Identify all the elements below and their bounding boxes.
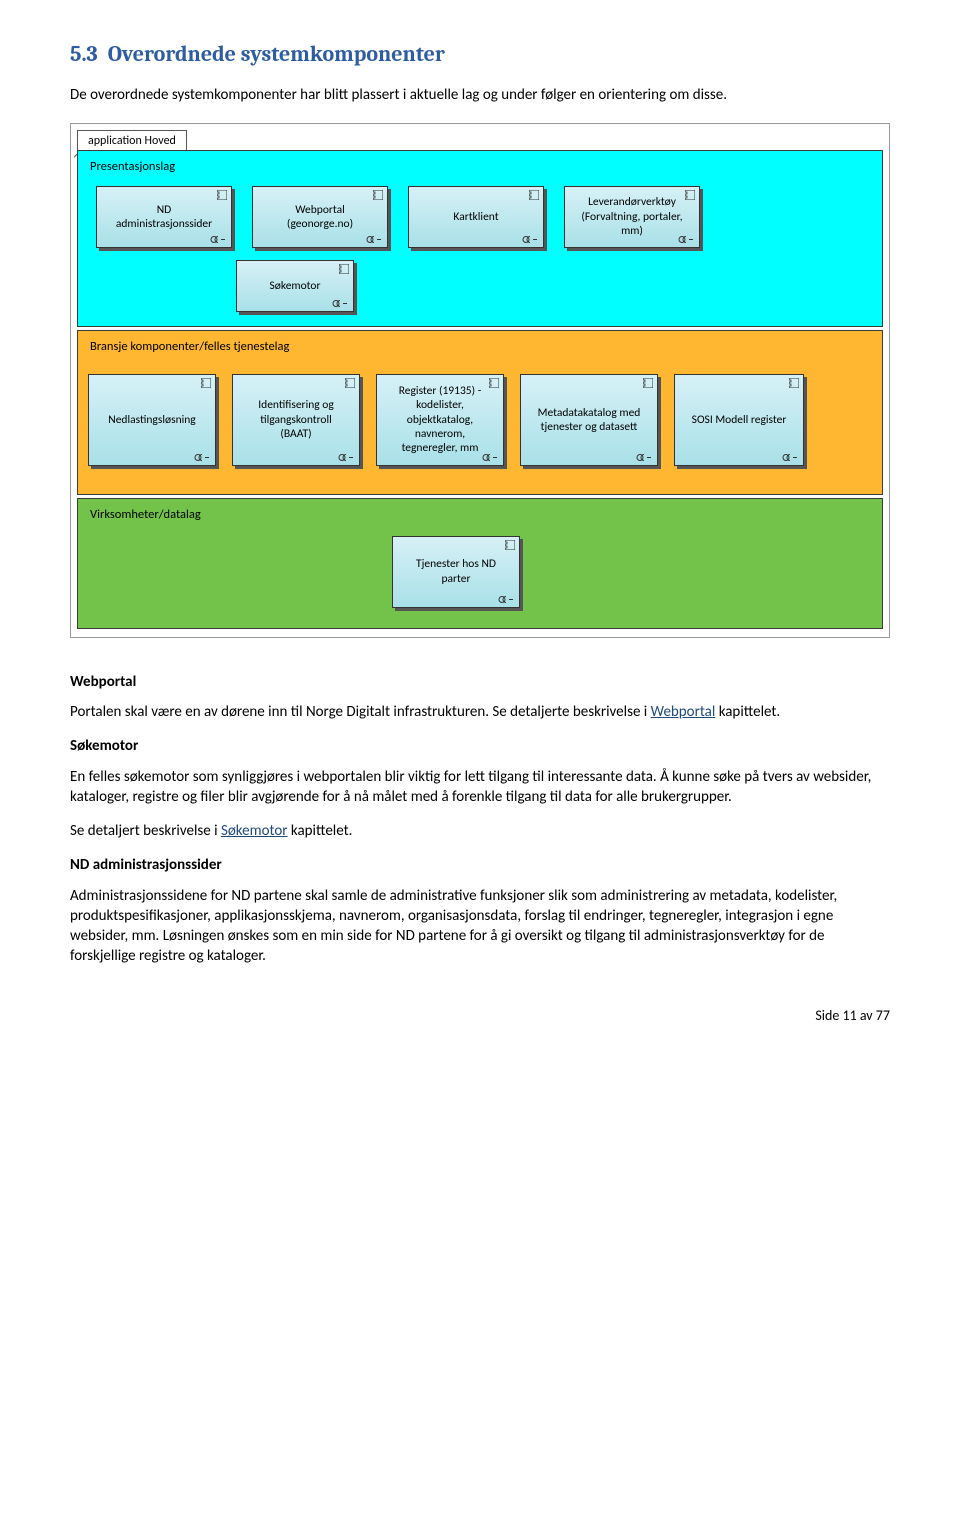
paragraph: Portalen skal være en av dørene inn til …: [70, 702, 890, 722]
paragraph: Administrasjonssidene for ND partene ska…: [70, 886, 890, 967]
layer-label: Bransje komponenter/felles tjenestelag: [90, 339, 872, 356]
paragraph: En felles søkemotor som synliggjøres i w…: [70, 767, 890, 808]
component-row: Tjenester hos NDparter: [88, 536, 872, 608]
component-nedlasting: Nedlastingsløsning: [88, 374, 216, 466]
heading-number: 5.3: [70, 41, 98, 67]
body-text: Webportal Portalen skal være en av døren…: [70, 672, 890, 967]
component-icon: [201, 378, 211, 388]
component-row: NDadministrasjonssider Webportal(geonorg…: [88, 186, 872, 248]
component-label: Register (19135) -kodelister,objektkatal…: [399, 384, 481, 456]
architecture-diagram: application Hoved Presentasjonslag NDadm…: [70, 123, 890, 638]
component-icon: [529, 190, 539, 200]
text: kapittelet.: [288, 822, 353, 840]
component-label: SOSI Modell register: [692, 413, 787, 427]
component-label: Tjenester hos NDparter: [416, 557, 496, 586]
component-leverandor: Leverandørverktøy(Forvaltning, portaler,…: [564, 186, 700, 248]
interface-icon: [332, 299, 348, 308]
component-label: NDadministrasjonssider: [116, 203, 212, 232]
diagram-layer-bransje: Bransje komponenter/felles tjenestelag N…: [77, 330, 883, 495]
text: Portalen skal være en av dørene inn til …: [70, 703, 651, 721]
subhead-nd-admin: ND administrasjonssider: [70, 855, 890, 875]
component-kartklient: Kartklient: [408, 186, 544, 248]
heading-title: Overordnede systemkomponenter: [108, 41, 445, 67]
component-label: Metadatakatalog medtjenester og datasett: [538, 406, 641, 435]
component-label: Søkemotor: [269, 279, 320, 293]
component-label: Leverandørverktøy(Forvaltning, portaler,…: [581, 195, 682, 238]
interface-icon: [522, 235, 538, 244]
interface-icon: [366, 235, 382, 244]
component-icon: [489, 378, 499, 388]
component-sokemotor: Søkemotor: [236, 260, 354, 312]
component-sosi: SOSI Modell register: [674, 374, 804, 466]
interface-icon: [338, 453, 354, 462]
interface-icon: [636, 453, 652, 462]
component-label: Kartklient: [453, 210, 498, 224]
interface-icon: [194, 453, 210, 462]
diagram-layer-virksomheter: Virksomheter/datalag Tjenester hos NDpar…: [77, 498, 883, 629]
component-icon: [345, 378, 355, 388]
component-tjenester-nd: Tjenester hos NDparter: [392, 536, 520, 608]
component-label: Nedlastingsløsning: [108, 413, 195, 427]
interface-icon: [210, 235, 226, 244]
component-webportal: Webportal(geonorge.no): [252, 186, 388, 248]
component-icon: [643, 378, 653, 388]
component-icon: [339, 264, 349, 274]
component-icon: [217, 190, 227, 200]
component-nd-admin: NDadministrasjonssider: [96, 186, 232, 248]
component-row: Nedlastingsløsning Identifisering ogtilg…: [88, 374, 872, 466]
subhead-webportal: Webportal: [70, 672, 890, 692]
page-footer: Side 11 av 77: [70, 1007, 890, 1026]
diagram-layer-presentation: Presentasjonslag NDadministrasjonssider …: [77, 150, 883, 327]
component-icon: [505, 540, 515, 550]
layer-label: Virksomheter/datalag: [90, 507, 872, 524]
text: Se detaljert beskrivelse i: [70, 822, 221, 840]
component-icon: [789, 378, 799, 388]
intro-paragraph: De overordnede systemkomponenter har bli…: [70, 85, 890, 105]
component-metadata: Metadatakatalog medtjenester og datasett: [520, 374, 658, 466]
diagram-tab: application Hoved: [77, 130, 187, 151]
component-icon: [373, 190, 383, 200]
interface-icon: [482, 453, 498, 462]
component-row: Søkemotor: [88, 260, 872, 312]
text: kapittelet.: [715, 703, 780, 721]
section-heading: 5.3 Overordnede systemkomponenter: [70, 40, 890, 70]
component-label: Identifisering ogtilgangskontroll(BAAT): [258, 398, 334, 441]
interface-icon: [678, 235, 694, 244]
subhead-sokemotor: Søkemotor: [70, 736, 890, 756]
paragraph: Se detaljert beskrivelse i Søkemotor kap…: [70, 821, 890, 841]
component-baat: Identifisering ogtilgangskontroll(BAAT): [232, 374, 360, 466]
component-icon: [685, 190, 695, 200]
interface-icon: [782, 453, 798, 462]
component-register: Register (19135) -kodelister,objektkatal…: [376, 374, 504, 466]
layer-label: Presentasjonslag: [90, 159, 872, 176]
interface-icon: [498, 595, 514, 604]
component-label: Webportal(geonorge.no): [287, 203, 353, 232]
link-webportal[interactable]: Webportal: [651, 703, 716, 721]
link-sokemotor[interactable]: Søkemotor: [221, 822, 288, 840]
